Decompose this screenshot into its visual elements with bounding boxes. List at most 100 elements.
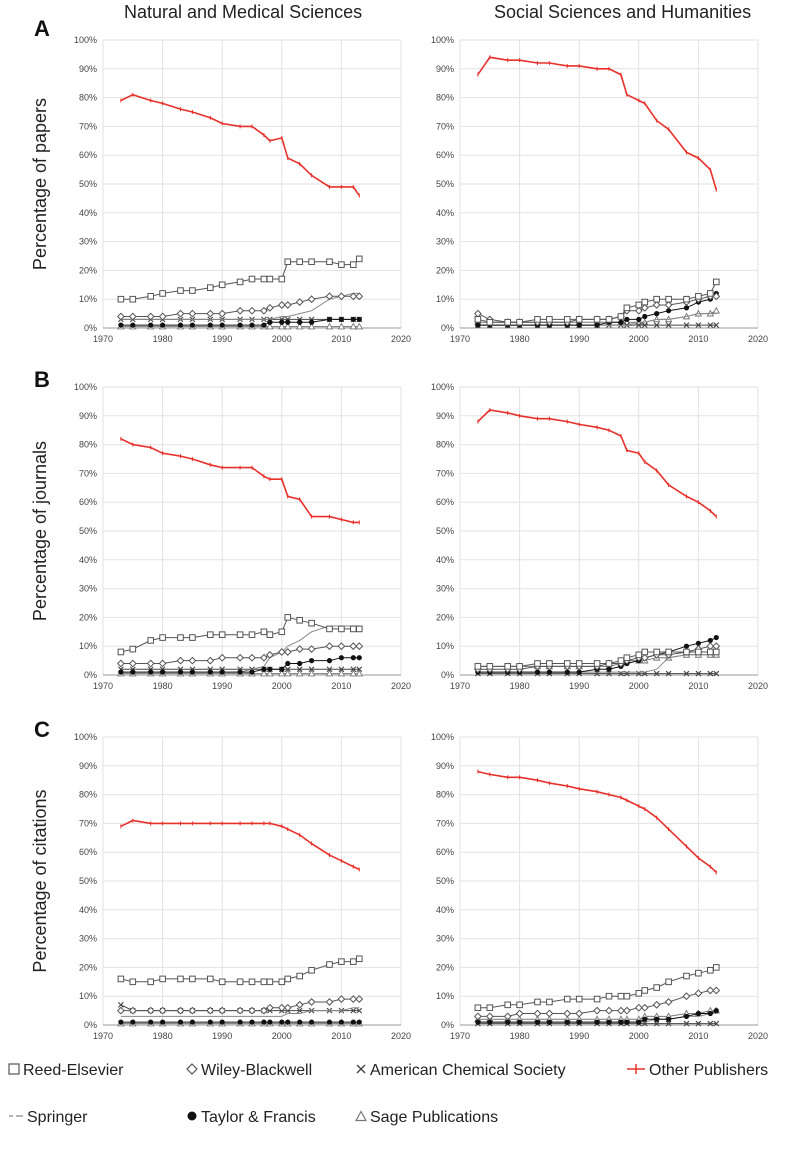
y-tick-label: 10% [436,641,454,651]
data-point-reed-elsevier [177,975,184,983]
data-point-taylor-and-francis [219,322,225,328]
data-point-reed-elsevier [129,645,137,653]
data-point-american-chemical-society [683,1020,690,1027]
y-tick-label: 60% [436,150,454,160]
data-point-reed-elsevier [248,275,256,283]
x-tick-label: 2010 [688,334,708,344]
data-point-wiley-blackwell [116,1006,125,1015]
data-point-reed-elsevier [563,316,571,323]
data-point-reed-elsevier [260,978,268,986]
data-point-reed-elsevier [189,634,196,641]
x-tick-label: 1990 [569,681,589,691]
y-tick-label: 10% [79,641,97,651]
chart-panel-a-left: 0% 10% 20% 30% 40% 50% 60% 70% 80% 90% 100% 1970 198… [30,16,411,344]
data-point-american-chemical-society [707,322,714,329]
data-point-wiley-blackwell [265,303,274,312]
y-tick-label: 50% [436,876,454,886]
data-point-sage-publications [349,669,358,677]
x-tick-label: 1980 [510,1031,530,1041]
data-point-wiley-blackwell [176,656,185,665]
data-point-wiley-blackwell [236,653,244,662]
square-open-icon [8,1062,20,1080]
data-point-taylor-and-francis [118,669,124,675]
data-point-taylor-and-francis [576,322,582,328]
data-point-wiley-blackwell [146,312,155,321]
chart-panel-b-left: 0% 10% 20% 30% 40% 50% 60% 70% 80% 90% 100% 1970 198… [30,367,411,691]
x-tick-label: 2000 [629,681,649,691]
data-point-taylor-and-francis [326,316,333,322]
data-point-reed-elsevier [355,625,363,633]
data-point-reed-elsevier [296,258,303,266]
data-point-wiley-blackwell [349,995,358,1003]
series-other-publishers [120,436,360,525]
series-reed-elsevier [117,955,363,986]
data-point-reed-elsevier [355,255,363,263]
data-point-wiley-blackwell [146,1006,155,1015]
y-tick-label: 100% [431,35,454,45]
circle-filled-icon [186,1109,198,1127]
y-tick-label: 30% [79,584,97,594]
data-point-wiley-blackwell [283,1003,292,1012]
data-point-taylor-and-francis [249,669,255,675]
data-point-taylor-and-francis [207,322,213,328]
data-point-taylor-and-francis [606,666,612,672]
data-point-wiley-blackwell [218,653,227,662]
data-point-wiley-blackwell [265,1003,274,1012]
series-line-other-publishers [477,770,717,873]
data-point-reed-elsevier [338,625,345,633]
data-point-wiley-blackwell [706,986,715,995]
data-point-reed-elsevier [641,648,649,656]
data-point-wiley-blackwell [652,301,661,309]
data-point-taylor-and-francis [594,322,600,328]
data-point-taylor-and-francis [249,1019,255,1025]
data-point-taylor-and-francis [564,1019,570,1025]
data-point-taylor-and-francis [326,1019,333,1025]
series-springer [120,292,360,320]
data-point-wiley-blackwell [128,312,137,321]
data-point-taylor-and-francis [713,634,719,641]
y-tick-label: 100% [74,732,97,742]
x-tick-label: 1990 [569,1031,589,1041]
gridlines [102,39,402,329]
series-taylor-and-francis [475,1008,719,1025]
data-point-american-chemical-society [117,1001,124,1008]
panel-letter-b: B [34,367,50,392]
data-point-reed-elsevier [248,978,256,986]
data-point-reed-elsevier [147,637,154,644]
data-point-sage-publications [278,322,286,330]
legend-label: Wiley-Blackwell [201,1062,313,1079]
data-point-taylor-and-francis [130,669,136,675]
data-point-taylor-and-francis [654,311,660,317]
data-point-wiley-blackwell [664,998,673,1006]
data-point-reed-elsevier [189,975,196,983]
data-point-wiley-blackwell [355,292,364,301]
data-point-taylor-and-francis [118,322,124,328]
data-point-taylor-and-francis [594,1019,600,1025]
y-tick-label: 70% [79,468,97,478]
data-point-reed-elsevier [218,631,226,638]
y-tick-label: 20% [79,962,97,972]
data-point-reed-elsevier [326,961,333,968]
y-tick-label: 40% [436,905,454,915]
data-point-american-chemical-society [284,666,291,673]
data-point-reed-elsevier [278,978,286,986]
series-line-taylor-and-francis [120,318,360,326]
data-point-american-chemical-society [665,1020,672,1027]
data-point-wiley-blackwell [307,998,316,1006]
triangle-open-icon [354,1109,368,1127]
data-point-wiley-blackwell [622,1006,631,1015]
data-point-wiley-blackwell [515,1009,524,1018]
data-point-reed-elsevier [665,978,672,986]
data-point-reed-elsevier [712,964,720,971]
data-point-wiley-blackwell [355,642,364,651]
data-point-wiley-blackwell [260,306,268,315]
data-point-reed-elsevier [355,955,363,963]
data-point-reed-elsevier [635,301,643,309]
x-tick-label: 1990 [212,681,232,691]
data-point-reed-elsevier [159,634,166,641]
data-point-taylor-and-francis [130,1019,136,1025]
y-tick-label: 20% [79,265,97,275]
data-point-american-chemical-society [695,1020,702,1027]
data-point-wiley-blackwell [325,998,334,1006]
data-point-sage-publications [307,669,316,677]
